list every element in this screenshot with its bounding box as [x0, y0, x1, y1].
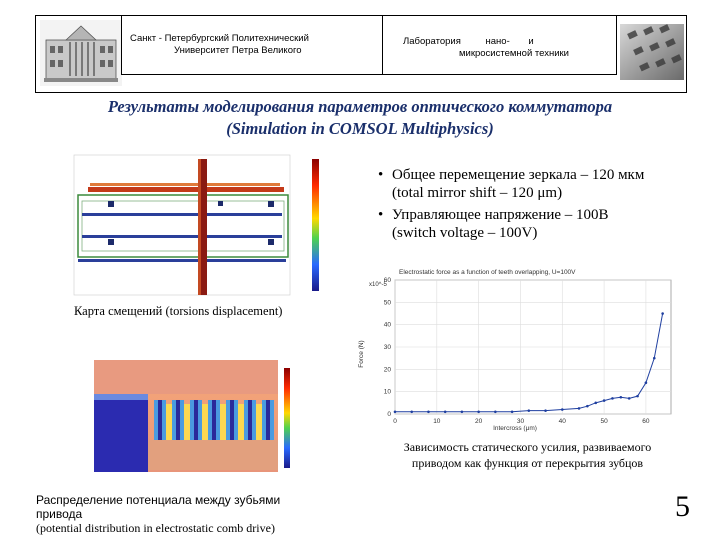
slide-title-line1: Результаты моделирования параметров опти… [107, 97, 613, 116]
data-point [636, 394, 639, 398]
bullet-item: • Управляющее напряжение – 100В [378, 206, 708, 224]
y-tick-label: 40 [384, 322, 392, 329]
data-point [594, 401, 598, 405]
x-tick-label: 10 [433, 418, 441, 425]
data-point [427, 410, 430, 414]
data-point [560, 408, 564, 411]
chart-ylabel: Force (N) [358, 340, 365, 367]
bullet-dot-icon: • [378, 207, 384, 223]
data-point [619, 395, 623, 399]
data-point [652, 356, 656, 360]
data-point [627, 397, 631, 400]
university-building-image [40, 20, 122, 86]
lab-line2: микросистемной техники [459, 48, 569, 59]
y-tick-label: 50 [384, 299, 392, 306]
series-line [395, 313, 664, 413]
data-point [393, 410, 397, 414]
bullet-dot-icon: • [378, 167, 384, 183]
chart-xlabel: Intercross (μm) [493, 425, 537, 432]
data-point [602, 399, 606, 402]
university-cell: Санкт - Петербургский Политехнический Ун… [121, 16, 383, 75]
y-tick-label: 10 [384, 389, 392, 396]
data-point [460, 410, 464, 414]
force-caption-line1: Зависимость статического усилия, развива… [403, 440, 652, 454]
data-point [644, 381, 648, 385]
force-caption-line2: приводом как функция от перекрытия зубцо… [411, 456, 644, 470]
lab-line1-b: нано- [485, 36, 510, 47]
bullet-en: (total mirror shift – 120 μm) [392, 185, 563, 201]
university-line1: Петербургский Политехнический [164, 33, 309, 44]
chip-photo-image [620, 24, 684, 80]
chart-title: Electrostatic force as a function of tee… [399, 269, 576, 276]
y-tick-label: 0 [387, 411, 391, 418]
x-tick-label: 40 [559, 418, 567, 425]
force-chart: Electrostatic force as a function of tee… [355, 264, 685, 432]
data-point [477, 410, 480, 414]
force-caption: Зависимость статического усилия, развива… [355, 439, 700, 471]
university-prefix: Санкт - [130, 33, 162, 44]
potential-distribution-image [92, 354, 300, 474]
y-tick-label: 20 [384, 366, 392, 373]
x-tick-label: 30 [517, 418, 525, 425]
lab-cell: Лаборатория нано- и микросистемной техни… [381, 16, 617, 75]
bullet-en: (switch voltage – 100V) [392, 225, 538, 241]
university-line2: Университет Петра Великого [174, 45, 302, 56]
y-tick-label: 30 [384, 344, 392, 351]
potential-caption: Распределение потенциала между зубьями п… [36, 493, 280, 535]
potential-caption-line1: Распределение потенциала между зубьями [36, 493, 281, 507]
bullet-ru: Общее перемещение зеркала – 120 мкм [392, 167, 645, 183]
potential-caption-line3: (potential distribution in electrostatic… [36, 521, 275, 535]
lab-line1-c: и [528, 36, 534, 47]
displacement-map-image [68, 143, 330, 299]
x-tick-label: 50 [600, 418, 608, 425]
potential-caption-line2: привода [36, 507, 83, 521]
y-tick-label: 60 [384, 277, 392, 284]
lab-line1-a: Лаборатория [403, 36, 461, 47]
chart-multiplier: x10^-5 [369, 282, 387, 288]
x-tick-label: 20 [475, 418, 483, 425]
x-tick-label: 60 [642, 418, 650, 425]
page-number: 5 [675, 490, 690, 523]
bullet-item: • Общее перемещение зеркала – 120 мкм [378, 166, 708, 184]
displacement-caption: Карта смещений (torsions displacement) [74, 304, 283, 318]
data-point [443, 410, 447, 414]
data-point [527, 409, 531, 412]
x-tick-label: 0 [393, 418, 397, 425]
data-point [410, 410, 414, 414]
data-point [586, 404, 589, 408]
slide-title-line2: (Simulation in COMSOL Multiphysics) [226, 119, 494, 138]
header-box: Санкт - Петербургский Политехнический Ун… [35, 15, 687, 93]
force-chart-svg: Electrostatic force as a function of tee… [355, 264, 685, 432]
data-point [494, 410, 497, 414]
bullet-list: • Общее перемещение зеркала – 120 мкм (to… [378, 166, 708, 242]
data-point [577, 407, 581, 410]
data-point [544, 409, 547, 412]
data-point [611, 397, 614, 400]
data-point [510, 410, 514, 414]
data-point [661, 312, 664, 315]
bullet-ru: Управляющее напряжение – 100В [392, 207, 609, 223]
